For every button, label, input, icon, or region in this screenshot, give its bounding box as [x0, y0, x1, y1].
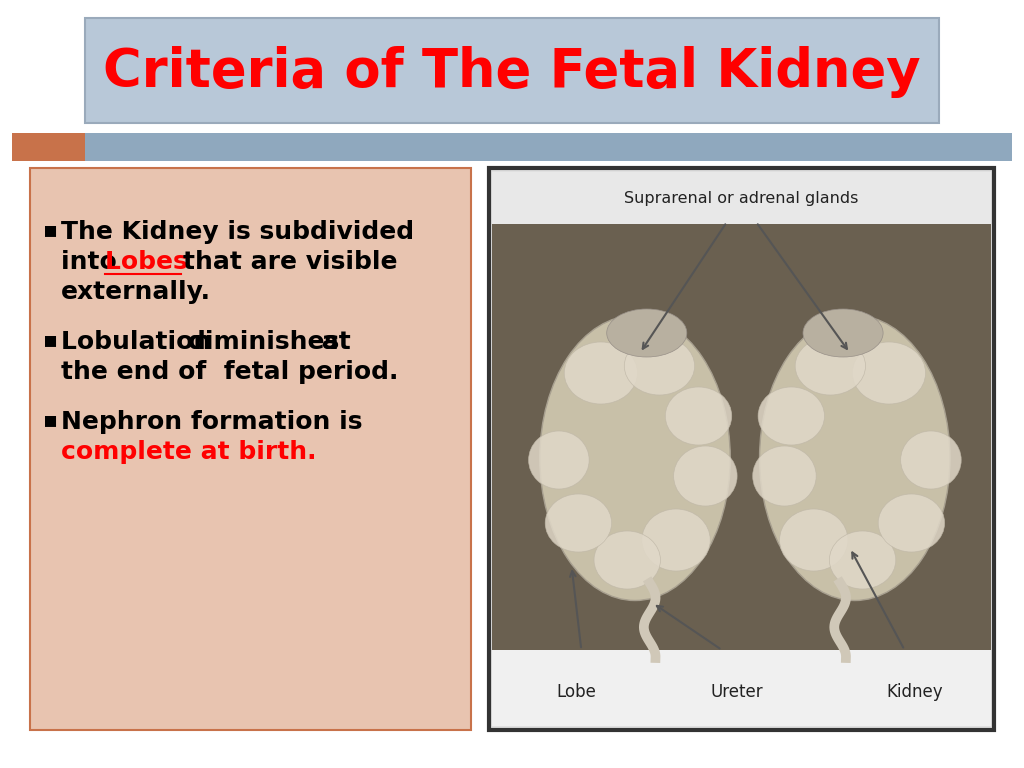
- Text: into: into: [60, 250, 125, 274]
- Bar: [493, 650, 990, 726]
- Text: The Kidney is subdivided: The Kidney is subdivided: [60, 220, 414, 244]
- Bar: [493, 172, 990, 224]
- Ellipse shape: [625, 337, 694, 395]
- Text: Criteria of The Fetal Kidney: Criteria of The Fetal Kidney: [103, 46, 921, 98]
- Text: ▪: ▪: [43, 330, 58, 350]
- Text: Kidney: Kidney: [886, 683, 943, 701]
- Ellipse shape: [760, 316, 950, 601]
- FancyBboxPatch shape: [488, 168, 994, 730]
- Ellipse shape: [528, 431, 589, 489]
- Ellipse shape: [829, 531, 896, 589]
- Text: the end of  fetal period.: the end of fetal period.: [60, 360, 398, 384]
- Bar: [12, 133, 85, 161]
- Ellipse shape: [540, 316, 730, 601]
- Text: Lobe: Lobe: [556, 683, 596, 701]
- Text: Lobulation: Lobulation: [60, 330, 220, 354]
- Ellipse shape: [642, 509, 711, 571]
- Text: Lobes: Lobes: [104, 250, 197, 274]
- Ellipse shape: [852, 342, 926, 404]
- Text: Suprarenal or adrenal glands: Suprarenal or adrenal glands: [625, 190, 859, 206]
- Ellipse shape: [607, 309, 687, 357]
- Text: complete at birth.: complete at birth.: [60, 440, 316, 464]
- Text: externally.: externally.: [60, 280, 211, 304]
- Text: ▪: ▪: [43, 220, 58, 240]
- Ellipse shape: [753, 446, 816, 506]
- Bar: [85, 133, 1012, 161]
- Text: diminishes: diminishes: [187, 330, 340, 354]
- Text: Nephron formation is: Nephron formation is: [60, 410, 362, 434]
- Bar: [493, 224, 990, 650]
- Ellipse shape: [666, 387, 732, 445]
- Ellipse shape: [796, 337, 865, 395]
- Ellipse shape: [545, 494, 611, 552]
- Text: at: at: [312, 330, 350, 354]
- Text: Ureter: Ureter: [711, 683, 763, 701]
- Ellipse shape: [901, 431, 962, 489]
- Ellipse shape: [674, 446, 737, 506]
- Text: that are visible: that are visible: [183, 250, 397, 274]
- Ellipse shape: [879, 494, 944, 552]
- FancyBboxPatch shape: [30, 168, 471, 730]
- FancyBboxPatch shape: [85, 18, 939, 123]
- Text: ▪: ▪: [43, 410, 58, 430]
- Ellipse shape: [779, 509, 848, 571]
- Ellipse shape: [564, 342, 638, 404]
- Ellipse shape: [758, 387, 824, 445]
- Ellipse shape: [803, 309, 883, 357]
- Ellipse shape: [594, 531, 660, 589]
